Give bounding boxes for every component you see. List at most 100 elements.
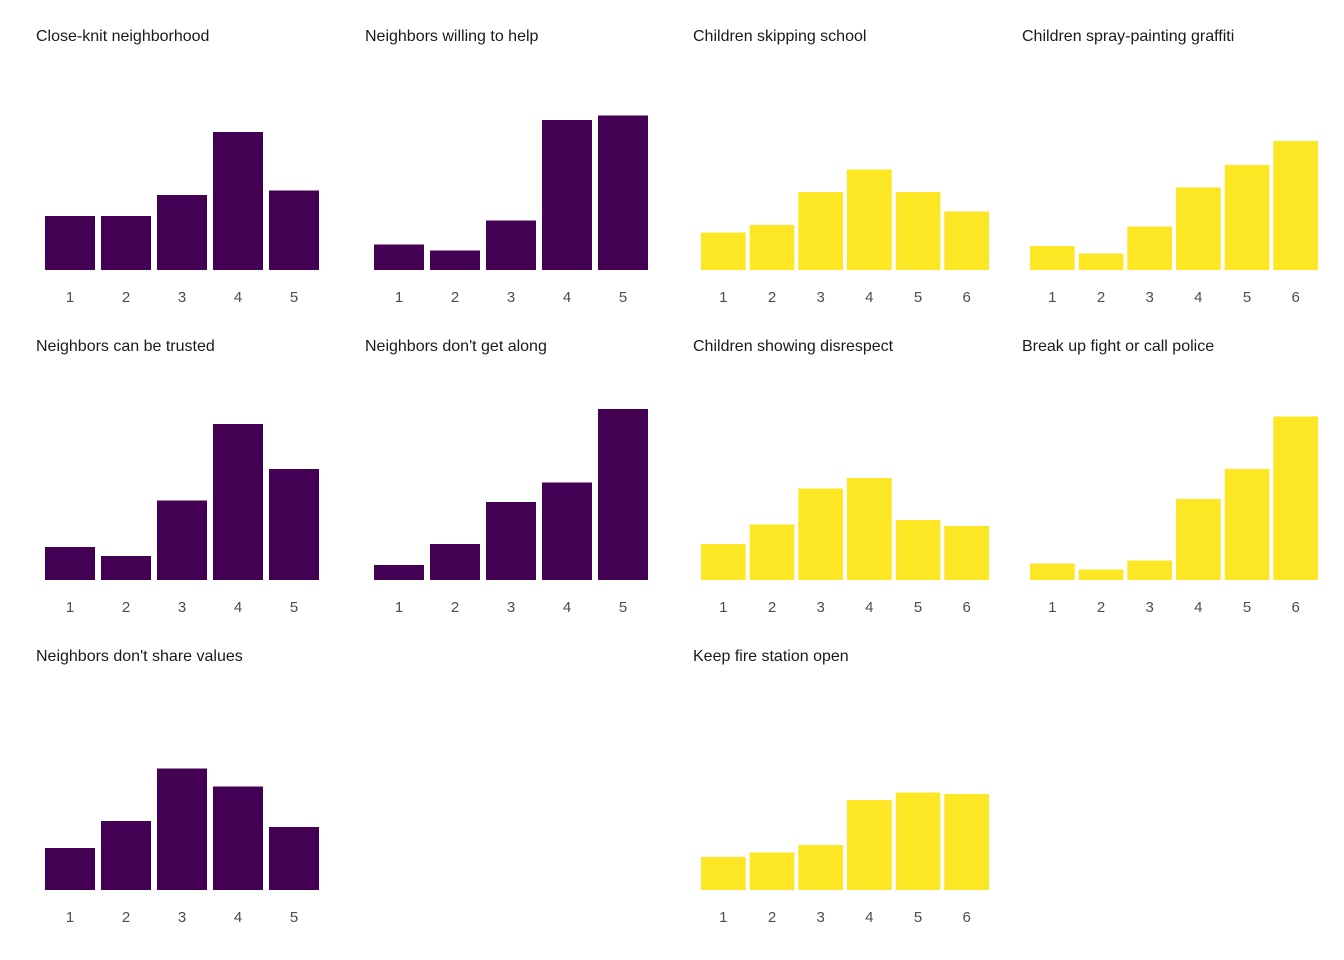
x-tick-label: 3 [178, 289, 186, 306]
chart-title: Neighbors don't share values [36, 648, 243, 665]
x-tick-label: 2 [768, 289, 776, 306]
bar-1 [1030, 246, 1075, 270]
x-tick-label: 2 [768, 599, 776, 616]
x-tick-label: 1 [395, 599, 403, 616]
x-tick-label: 5 [290, 909, 298, 926]
bar-1 [45, 848, 95, 890]
chart-panel-1: Close-knit neighborhood 1 2 3 4 5 [28, 0, 356, 310]
chart-title: Break up fight or call police [1022, 338, 1215, 355]
bar-2 [749, 852, 795, 890]
bar-5 [269, 827, 319, 890]
x-tick-label: 1 [1048, 289, 1056, 306]
x-tick-label: 6 [1292, 289, 1300, 306]
x-tick-label: 2 [1097, 289, 1105, 306]
x-tick-label: 5 [1243, 599, 1251, 616]
x-tick-label: 6 [963, 599, 971, 616]
x-tick-label: 4 [865, 289, 873, 306]
bar-4 [1176, 499, 1221, 580]
bar-6 [1273, 141, 1318, 270]
bar-4 [847, 800, 892, 890]
bar-6 [944, 526, 989, 580]
bar-4 [542, 482, 592, 580]
bar-chart: 1 2 3 4 5 6 [1030, 416, 1318, 616]
x-tick-label: 4 [1194, 599, 1202, 616]
bar-1 [45, 547, 95, 580]
x-tick-label: 1 [1048, 599, 1056, 616]
bar-5 [895, 792, 941, 890]
x-tick-label: 2 [451, 599, 459, 616]
x-tick-label: 2 [122, 289, 130, 306]
chart-panel-5: Neighbors can be trusted 1 2 3 4 5 [28, 310, 356, 620]
x-tick-label: 5 [290, 599, 298, 616]
bar-1 [701, 544, 746, 580]
bar-6 [944, 211, 989, 270]
bar-5 [895, 520, 941, 580]
x-tick-label: 1 [395, 289, 403, 306]
chart-title: Close-knit neighborhood [36, 28, 210, 45]
bar-2 [1078, 569, 1124, 580]
bar-1 [45, 216, 95, 270]
bar-chart: 1 2 3 4 5 [45, 768, 319, 926]
x-tick-label: 2 [768, 909, 776, 926]
bar-4 [213, 786, 263, 890]
bar-1 [374, 565, 424, 580]
bar-3 [486, 502, 536, 580]
x-tick-label: 5 [290, 289, 298, 306]
x-tick-label: 1 [66, 599, 74, 616]
bar-chart: 1 2 3 4 5 [374, 115, 648, 306]
chart-title: Neighbors willing to help [365, 28, 539, 45]
bar-2 [749, 524, 795, 580]
x-tick-label: 5 [914, 289, 922, 306]
bar-3 [1127, 226, 1172, 270]
bar-1 [701, 857, 746, 890]
chart-panel-3: Children skipping school 1 2 3 4 5 6 [685, 0, 1013, 310]
bar-3 [486, 220, 536, 270]
x-tick-label: 4 [234, 909, 242, 926]
x-tick-label: 3 [507, 289, 515, 306]
x-tick-label: 2 [122, 909, 130, 926]
bar-2 [430, 544, 480, 580]
x-tick-label: 3 [178, 599, 186, 616]
x-tick-label: 4 [234, 289, 242, 306]
x-tick-label: 5 [914, 909, 922, 926]
bar-3 [157, 195, 207, 270]
bar-3 [798, 845, 843, 890]
bar-5 [269, 469, 319, 580]
x-tick-label: 5 [619, 289, 627, 306]
chart-panel-6: Neighbors don't get along 1 2 3 4 5 [357, 310, 685, 620]
x-tick-label: 4 [1194, 289, 1202, 306]
bar-2 [430, 250, 480, 270]
x-tick-label: 2 [451, 289, 459, 306]
bar-3 [798, 488, 843, 580]
bar-3 [157, 500, 207, 580]
bar-chart: 1 2 3 4 5 [374, 409, 648, 616]
chart-panel-9: Neighbors don't share values 1 2 3 4 5 [28, 620, 356, 930]
bar-4 [213, 132, 263, 270]
bar-chart: 1 2 3 4 5 6 [701, 478, 989, 616]
x-tick-label: 3 [1146, 599, 1154, 616]
bar-4 [847, 478, 892, 580]
chart-title: Children skipping school [693, 28, 867, 45]
bar-chart: 1 2 3 4 5 6 [701, 169, 989, 306]
x-tick-label: 4 [865, 909, 873, 926]
x-tick-label: 4 [563, 599, 571, 616]
bar-5 [1224, 469, 1270, 580]
bar-3 [1127, 560, 1172, 580]
chart-title: Neighbors can be trusted [36, 338, 215, 355]
bar-2 [1078, 253, 1124, 270]
bar-6 [944, 794, 989, 890]
bar-4 [1176, 187, 1221, 270]
chart-title: Keep fire station open [693, 648, 849, 665]
x-tick-label: 5 [1243, 289, 1251, 306]
x-tick-label: 1 [719, 599, 727, 616]
bar-chart: 1 2 3 4 5 6 [1030, 141, 1318, 306]
x-tick-label: 6 [1292, 599, 1300, 616]
bar-2 [749, 225, 795, 270]
chart-panel-7: Children showing disrespect 1 2 3 4 5 6 [685, 310, 1013, 620]
x-tick-label: 3 [178, 909, 186, 926]
bar-chart: 1 2 3 4 5 [45, 132, 319, 306]
bar-5 [269, 190, 319, 270]
x-tick-label: 5 [619, 599, 627, 616]
chart-title: Children showing disrespect [693, 338, 894, 355]
x-tick-label: 1 [719, 289, 727, 306]
